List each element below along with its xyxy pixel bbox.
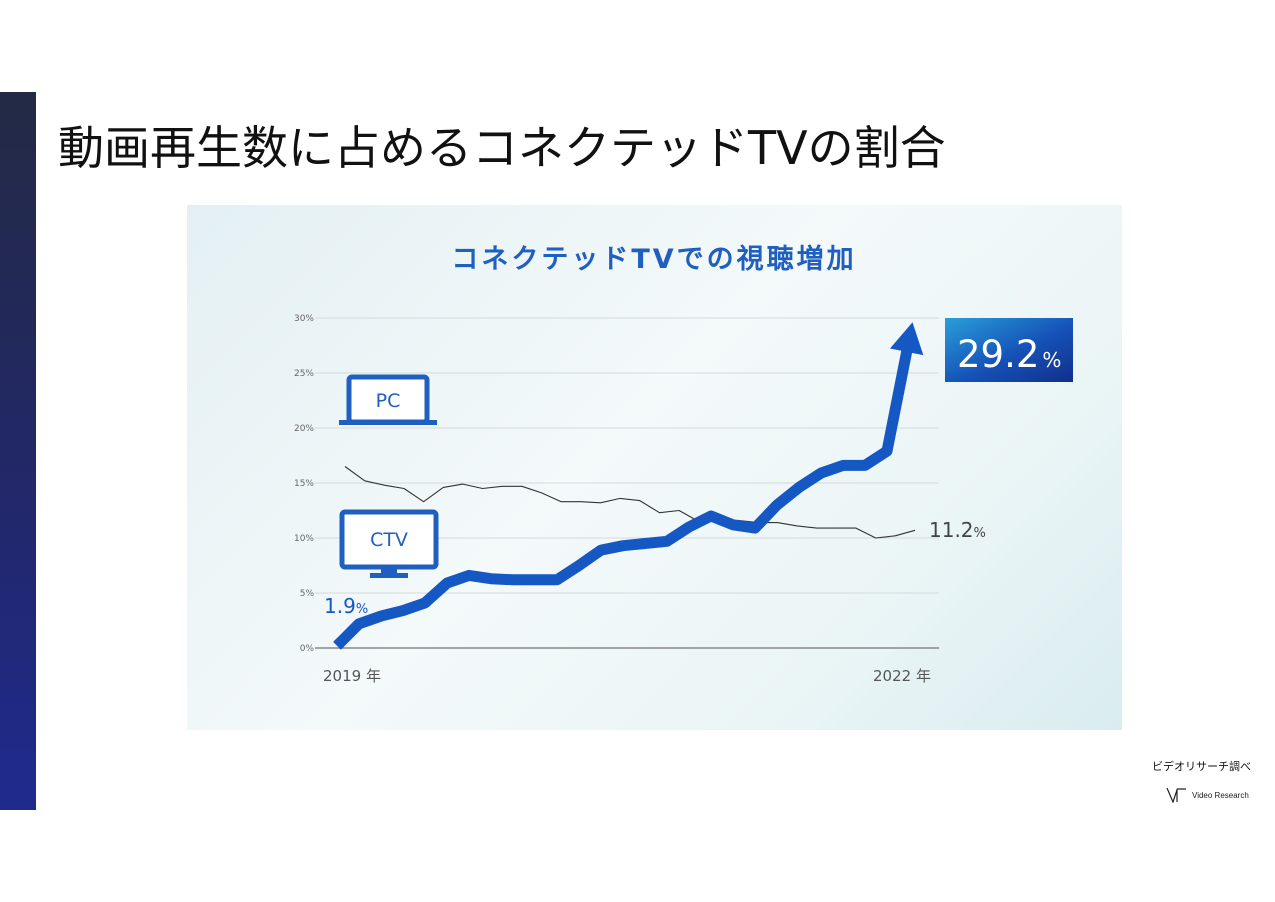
ctv-arrow-head [890, 322, 924, 356]
y-tick-label: 25% [294, 369, 314, 379]
video-research-logo: Video Research [1166, 786, 1249, 804]
pc-icon-label: PC [376, 390, 401, 412]
video-research-logo-mark [1166, 787, 1186, 803]
chart-panel: コネクテッドTVでの視聴増加 0% 5% 10% 15% 20% 25% 30% 2019 … [187, 205, 1122, 730]
pc-monitor-icon [339, 374, 437, 425]
ctv-end-highlight-box [945, 318, 1073, 382]
pc-end-label: 11.2% [929, 518, 986, 542]
side-accent-bar [0, 92, 36, 810]
y-tick-label: 20% [294, 424, 314, 434]
y-axis-ticks: 0% 5% 10% 15% 20% 25% 30% [294, 314, 314, 654]
page-title: 動画再生数に占めるコネクテッドTVの割合 [58, 121, 946, 175]
x-label-start: 2019 年 [323, 667, 381, 685]
y-tick-label: 30% [294, 314, 314, 324]
series-line-ctv [333, 338, 915, 650]
chart-title: コネクテッドTVでの視聴増加 [451, 243, 856, 275]
y-tick-label: 5% [300, 589, 315, 599]
source-credit: ビデオリサーチ調べ [1152, 760, 1251, 773]
y-tick-label: 10% [294, 534, 314, 544]
y-tick-label: 0% [300, 644, 315, 654]
x-label-end: 2022 年 [873, 667, 931, 685]
tv-icon [339, 509, 439, 578]
grid-lines [315, 317, 939, 649]
ctv-end-label: 29.2% [957, 333, 1061, 376]
ctv-start-label: 1.9% [324, 594, 368, 618]
logo-text: Video Research [1192, 790, 1249, 800]
ctv-icon-label: CTV [370, 529, 408, 551]
line-chart: コネクテッドTVでの視聴増加 0% 5% 10% 15% 20% 25% 30% 2019 … [294, 243, 1073, 685]
y-tick-label: 15% [294, 479, 314, 489]
series-line-pc [344, 466, 916, 539]
